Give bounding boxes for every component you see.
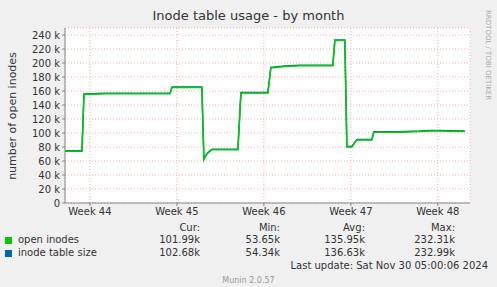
html-text:135.95k: 135.95k [324,234,365,245]
html-text:232.31k: 232.31k [414,234,455,245]
html-text:136.63k: 136.63k [324,247,365,258]
html-text:Inode table usage - by month: Inode table usage - by month [152,8,345,23]
html-text:RRDTOOL / TOBI OETIKER: RRDTOOL / TOBI OETIKER [484,10,492,101]
svg-text:80 k: 80 k [38,142,60,153]
html-text:Avg:: Avg: [343,222,365,233]
svg-text:20 k: 20 k [38,184,60,195]
html-text:Munin 2.0.57: Munin 2.0.57 [222,276,275,285]
svg-text:Week 44: Week 44 [68,206,111,217]
svg-text:220 k: 220 k [32,44,60,55]
html-text:Last update: Sat Nov 30 05:00:: Last update: Sat Nov 30 05:00:06 2024 [290,260,488,271]
html-text:inode table size: inode table size [18,247,97,258]
svg-text:200 k: 200 k [32,58,60,69]
html-text:232.99k: 232.99k [414,247,455,258]
html-text:Max:: Max: [431,222,455,233]
html-text:54.34k: 54.34k [245,247,280,258]
svg-text:240 k: 240 k [32,30,60,41]
svg-text:180 k: 180 k [32,72,60,83]
svg-text:Week 45: Week 45 [155,206,198,217]
svg-text:Week 47: Week 47 [329,206,372,217]
html-text:Min:: Min: [258,222,280,233]
svg-text:40 k: 40 k [38,170,60,181]
svg-text:Week 48: Week 48 [416,206,459,217]
svg-text:Week 46: Week 46 [242,206,285,217]
html-text:number of open inodes: number of open inodes [5,52,19,180]
svg-text:120 k: 120 k [32,114,60,125]
svg-text:140 k: 140 k [32,100,60,111]
svg-text:160 k: 160 k [32,86,60,97]
svg-text:60 k: 60 k [38,156,60,167]
html-text:open inodes: open inodes [18,234,80,245]
svg-text:100 k: 100 k [32,128,60,139]
html-text:53.65k: 53.65k [245,234,280,245]
html-text:Cur:: Cur: [179,222,200,233]
html-text:101.99k: 101.99k [159,234,200,245]
svg-text:0: 0 [54,198,60,209]
html-text:102.68k: 102.68k [159,247,200,258]
